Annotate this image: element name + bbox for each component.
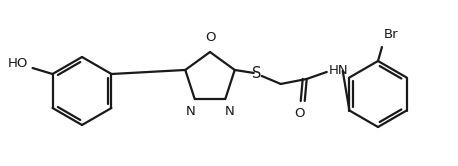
Text: HO: HO xyxy=(8,56,28,70)
Text: N: N xyxy=(186,105,196,118)
Text: O: O xyxy=(294,107,305,120)
Text: O: O xyxy=(205,31,215,44)
Text: N: N xyxy=(224,105,234,118)
Text: Br: Br xyxy=(384,28,398,41)
Text: S: S xyxy=(252,66,262,82)
Text: HN: HN xyxy=(329,64,349,78)
